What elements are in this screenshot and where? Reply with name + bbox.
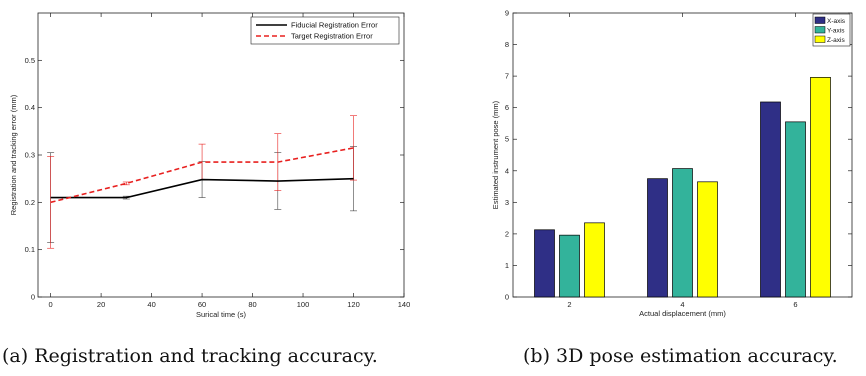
bar-x-axis [647, 178, 668, 298]
legend-label: Fiducial Registration Error [291, 21, 378, 30]
y-tick-label: 0 [505, 293, 509, 302]
y-tick-label: 0.5 [25, 56, 35, 65]
y-tick-label: 9 [505, 9, 509, 18]
y-axis-label: Estimated instrument pose (mm) [491, 100, 500, 209]
legend-swatch [814, 26, 826, 34]
x-axis-label: Actual displacement (mm) [639, 309, 726, 318]
legend-box [250, 16, 400, 45]
y-tick-label: 0.1 [25, 245, 35, 254]
bar-y-axis [672, 168, 693, 298]
y-tick-label: 4 [505, 166, 509, 175]
bar-y-axis [559, 234, 580, 298]
y-axis-label: Registration and tracking error (mm) [9, 94, 18, 215]
y-tick-label: 0.4 [25, 103, 35, 112]
y-tick-label: 5 [505, 135, 509, 144]
y-tick-label: 1 [505, 261, 509, 270]
bar-z-axis [697, 181, 718, 298]
bar-x-axis [760, 101, 781, 298]
legend-label: X-axis [827, 18, 846, 25]
pose-estimation-chart: 0 1 2 3 4 5 6 7 8 9 2 4 6 Actual displacement (mm) Est… [491, 9, 853, 318]
x-tick-label: 2 [567, 300, 571, 309]
y-tick-label: 0.2 [25, 198, 35, 207]
y-tick-label: 0 [31, 293, 35, 302]
y-tick-label: 0.3 [25, 151, 35, 160]
legend-swatch [814, 16, 826, 24]
y-tick-label: 6 [505, 103, 509, 112]
caption-right: (b) 3D pose estimation accuracy. [523, 345, 838, 367]
series-line-fiducial [50, 177, 354, 199]
legend-label: Z-axis [827, 37, 845, 44]
x-tick-label: 100 [297, 300, 310, 309]
x-tick-label: 40 [147, 300, 155, 309]
x-axis-label: Surical time (s) [196, 310, 247, 319]
legend-swatch [814, 35, 826, 43]
bar-x-axis [534, 229, 555, 298]
x-tick-label: 80 [248, 300, 256, 309]
bar-z-axis [584, 222, 605, 298]
x-tick-label: 120 [347, 300, 360, 309]
legend-label: Y-axis [827, 28, 845, 35]
x-tick-label: 6 [793, 300, 797, 309]
caption-left: (a) Registration and tracking accuracy. [2, 345, 378, 367]
x-tick-label: 60 [198, 300, 206, 309]
x-tick-label: 0 [49, 300, 53, 309]
x-tick-label: 140 [398, 300, 411, 309]
series-line-target [50, 147, 354, 204]
y-tick-label: 7 [505, 72, 509, 81]
registration-error-chart: 0 0.1 0.2 0.3 0.4 0.5 0 20 40 60 80 100 120 140 Surica… [9, 12, 411, 319]
y-tick-label: 3 [505, 198, 509, 207]
x-tick-label: 20 [97, 300, 105, 309]
y-tick-label: 2 [505, 229, 509, 238]
plot-frame [37, 12, 405, 298]
x-tick-label: 4 [680, 300, 684, 309]
y-tick-label: 8 [505, 40, 509, 49]
legend-label: Target Registration Error [291, 32, 373, 41]
bar-z-axis [810, 77, 831, 298]
bar-y-axis [785, 121, 806, 298]
